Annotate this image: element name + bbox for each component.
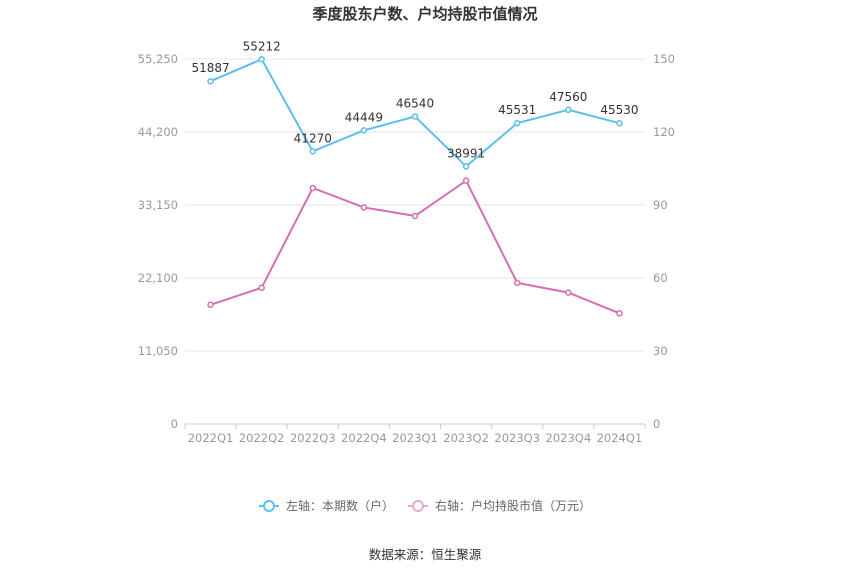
left-tick-label: 44,200 xyxy=(138,125,178,139)
data-label: 38991 xyxy=(447,146,485,160)
series-line-1 xyxy=(210,179,620,315)
right-tick-label: 120 xyxy=(653,125,675,139)
series-line-0 xyxy=(210,57,620,168)
data-label: 41270 xyxy=(294,131,332,145)
x-tick-label: 2023Q3 xyxy=(494,431,540,445)
data-point xyxy=(360,204,368,211)
x-tick-label: 2022Q2 xyxy=(239,431,285,445)
data-label: 51887 xyxy=(191,61,229,75)
legend-label: 右轴：户均持股市值（万元） xyxy=(435,498,591,513)
data-point xyxy=(207,301,214,309)
x-tick-label: 2023Q1 xyxy=(392,431,438,445)
x-tick-label: 2022Q3 xyxy=(290,431,336,445)
right-tick-label: 60 xyxy=(653,271,668,285)
left-axis: 0 11,050 22,100 33,150 44,200 55,250 xyxy=(138,52,178,431)
data-point xyxy=(616,119,623,127)
legend-label: 左轴：本期数（户） xyxy=(286,498,394,513)
data-label: 47560 xyxy=(549,90,587,104)
right-tick-label: 0 xyxy=(653,417,660,431)
x-tick-label: 2023Q2 xyxy=(443,431,489,445)
left-tick-label: 11,050 xyxy=(138,344,178,358)
data-point xyxy=(258,284,265,291)
data-point xyxy=(565,289,572,296)
data-point xyxy=(207,77,214,85)
data-point xyxy=(565,106,572,114)
x-tick-label: 2022Q1 xyxy=(188,431,234,445)
right-tick-label: 150 xyxy=(653,52,675,66)
legend-swatch-marker xyxy=(412,500,424,512)
x-tick-label: 2023Q4 xyxy=(546,431,592,445)
right-axis: 0 30 60 90 120 150 xyxy=(653,52,675,431)
data-point xyxy=(309,148,317,155)
data-point xyxy=(411,113,419,120)
legend: 左轴：本期数（户） 右轴：户均持股市值（万元） xyxy=(259,498,591,513)
data-point xyxy=(616,310,623,317)
data-label: 44449 xyxy=(345,110,383,124)
right-tick-label: 90 xyxy=(653,198,668,212)
x-axis: 2022Q1 2022Q2 2022Q3 2022Q4 2023Q1 2023Q2 2023… xyxy=(184,424,646,445)
data-point xyxy=(513,119,521,127)
chart-title: 季度股东户数、户均持股市值情况 xyxy=(312,5,537,23)
data-point xyxy=(513,279,521,287)
data-point xyxy=(258,56,265,63)
x-tick-label: 2022Q4 xyxy=(341,431,387,445)
x-tick-label: 2024Q1 xyxy=(597,431,643,445)
left-tick-label: 33,150 xyxy=(138,198,178,212)
series-layer: 51887 55212 41270 44449 46540 38991 45531 47560… xyxy=(191,39,639,317)
left-tick-label: 0 xyxy=(171,417,178,431)
data-point xyxy=(309,184,317,192)
data-point xyxy=(462,163,470,170)
data-label: 46540 xyxy=(396,97,434,111)
source-note: 数据来源：恒生聚源 xyxy=(369,547,482,562)
left-tick-label: 22,100 xyxy=(138,271,178,285)
data-point xyxy=(360,127,368,134)
data-label: 45530 xyxy=(600,103,638,117)
right-tick-label: 30 xyxy=(653,344,668,358)
data-label: 55212 xyxy=(243,39,281,53)
data-point xyxy=(462,177,470,184)
legend-swatch-marker xyxy=(263,500,275,512)
left-tick-label: 55,250 xyxy=(138,52,178,66)
data-label: 45531 xyxy=(498,103,536,117)
data-point xyxy=(411,212,419,220)
